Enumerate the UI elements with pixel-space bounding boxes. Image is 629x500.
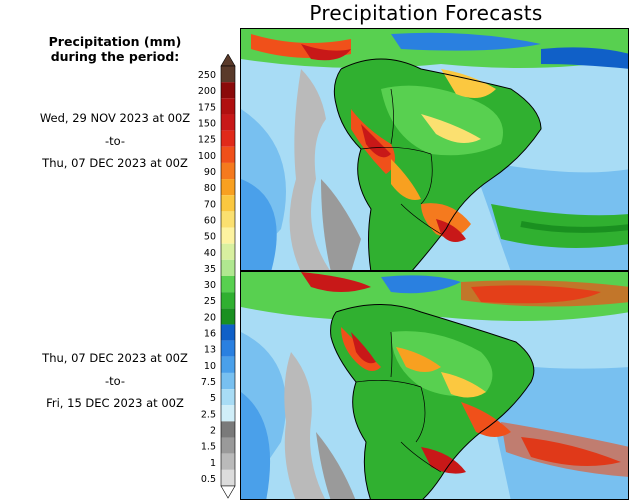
colorbar-tick-label: 13 [204,345,216,356]
colorbar-tick-label: 80 [204,183,216,194]
colorbar-swatch [221,66,235,83]
colorbar-tick-label: 35 [204,264,216,275]
colorbar-swatch [221,340,235,357]
period2-end: Fri, 15 DEC 2023 at 00Z [46,396,184,410]
colorbar-swatch [221,292,235,309]
colorbar-swatch [221,389,235,406]
colorbar-tick-label: 175 [198,102,216,113]
colorbar-swatch [221,162,235,180]
period2-start: Thu, 07 DEC 2023 at 00Z [42,351,188,365]
colorbar-tick-label: 60 [204,215,216,226]
forecast-map-period1 [240,28,629,271]
colorbar-swatch [221,195,235,212]
colorbar-swatch [221,243,235,260]
colorbar-tick-label: 150 [198,119,216,130]
colorbar-swatch [221,308,235,325]
colorbar-labels: 2502001751501251009080706050403530252016… [198,70,216,485]
colorbar-tick-label: 70 [204,199,216,210]
colorbar-swatch [221,259,235,276]
precipitation-colorbar [220,54,236,499]
colorbar-bottom-arrow [220,485,236,499]
colorbar-tick-label: 10 [204,361,216,372]
colorbar-tick-label: 100 [198,151,216,162]
colorbar-tick-label: 7.5 [201,377,216,388]
colorbar-swatch [221,179,235,196]
legend-heading-line2: during the period: [50,49,180,64]
colorbar-swatch [221,130,235,147]
period2-separator: -to- [104,374,126,388]
colorbar-top-arrow [220,54,236,67]
legend-heading-line1: Precipitation (mm) [48,34,182,49]
page-title: Precipitation Forecasts [309,1,543,25]
colorbar-tick-label: 2.5 [201,409,216,420]
colorbar-swatch [221,227,235,244]
colorbar-tick-label: 20 [204,312,216,323]
colorbar-tick-label: 40 [204,248,216,259]
colorbar-swatch [221,324,235,341]
colorbar-swatch [221,211,235,228]
colorbar-swatch [221,114,235,131]
legend-heading: Precipitation (mm) during the period: [20,34,210,64]
colorbar-tick-label: 25 [204,296,216,307]
colorbar-swatch [221,356,235,373]
colorbar-tick-label: 1.5 [201,442,216,453]
colorbar-tick-label: 2 [210,425,216,436]
colorbar-swatch [221,437,235,454]
forecast-map-period2 [240,271,629,500]
colorbar-tick-label: 50 [204,232,216,243]
colorbar-swatch [221,82,235,99]
period1-end: Thu, 07 DEC 2023 at 00Z [42,156,188,170]
colorbar-swatch [221,372,235,390]
colorbar-swatch [221,421,235,438]
colorbar-tick-label: 1 [210,458,216,469]
period1-separator: -to- [104,134,126,148]
colorbar-swatch [221,405,235,422]
colorbar-swatch [221,276,235,293]
colorbar-tick-label: 90 [204,167,216,178]
colorbar-swatch [221,98,235,115]
colorbar-tick-label: 5 [210,393,216,404]
colorbar-tick-label: 30 [204,280,216,291]
colorbar-swatch [221,146,235,163]
colorbar-swatch [221,469,235,486]
colorbar-tick-label: 0.5 [201,474,216,485]
colorbar-tick-label: 125 [198,135,216,146]
period1-start: Wed, 29 NOV 2023 at 00Z [39,111,191,125]
colorbar-swatch [221,453,235,470]
colorbar-tick-label: 250 [198,70,216,81]
colorbar-tick-label: 16 [204,329,216,340]
colorbar-tick-label: 200 [198,86,216,97]
